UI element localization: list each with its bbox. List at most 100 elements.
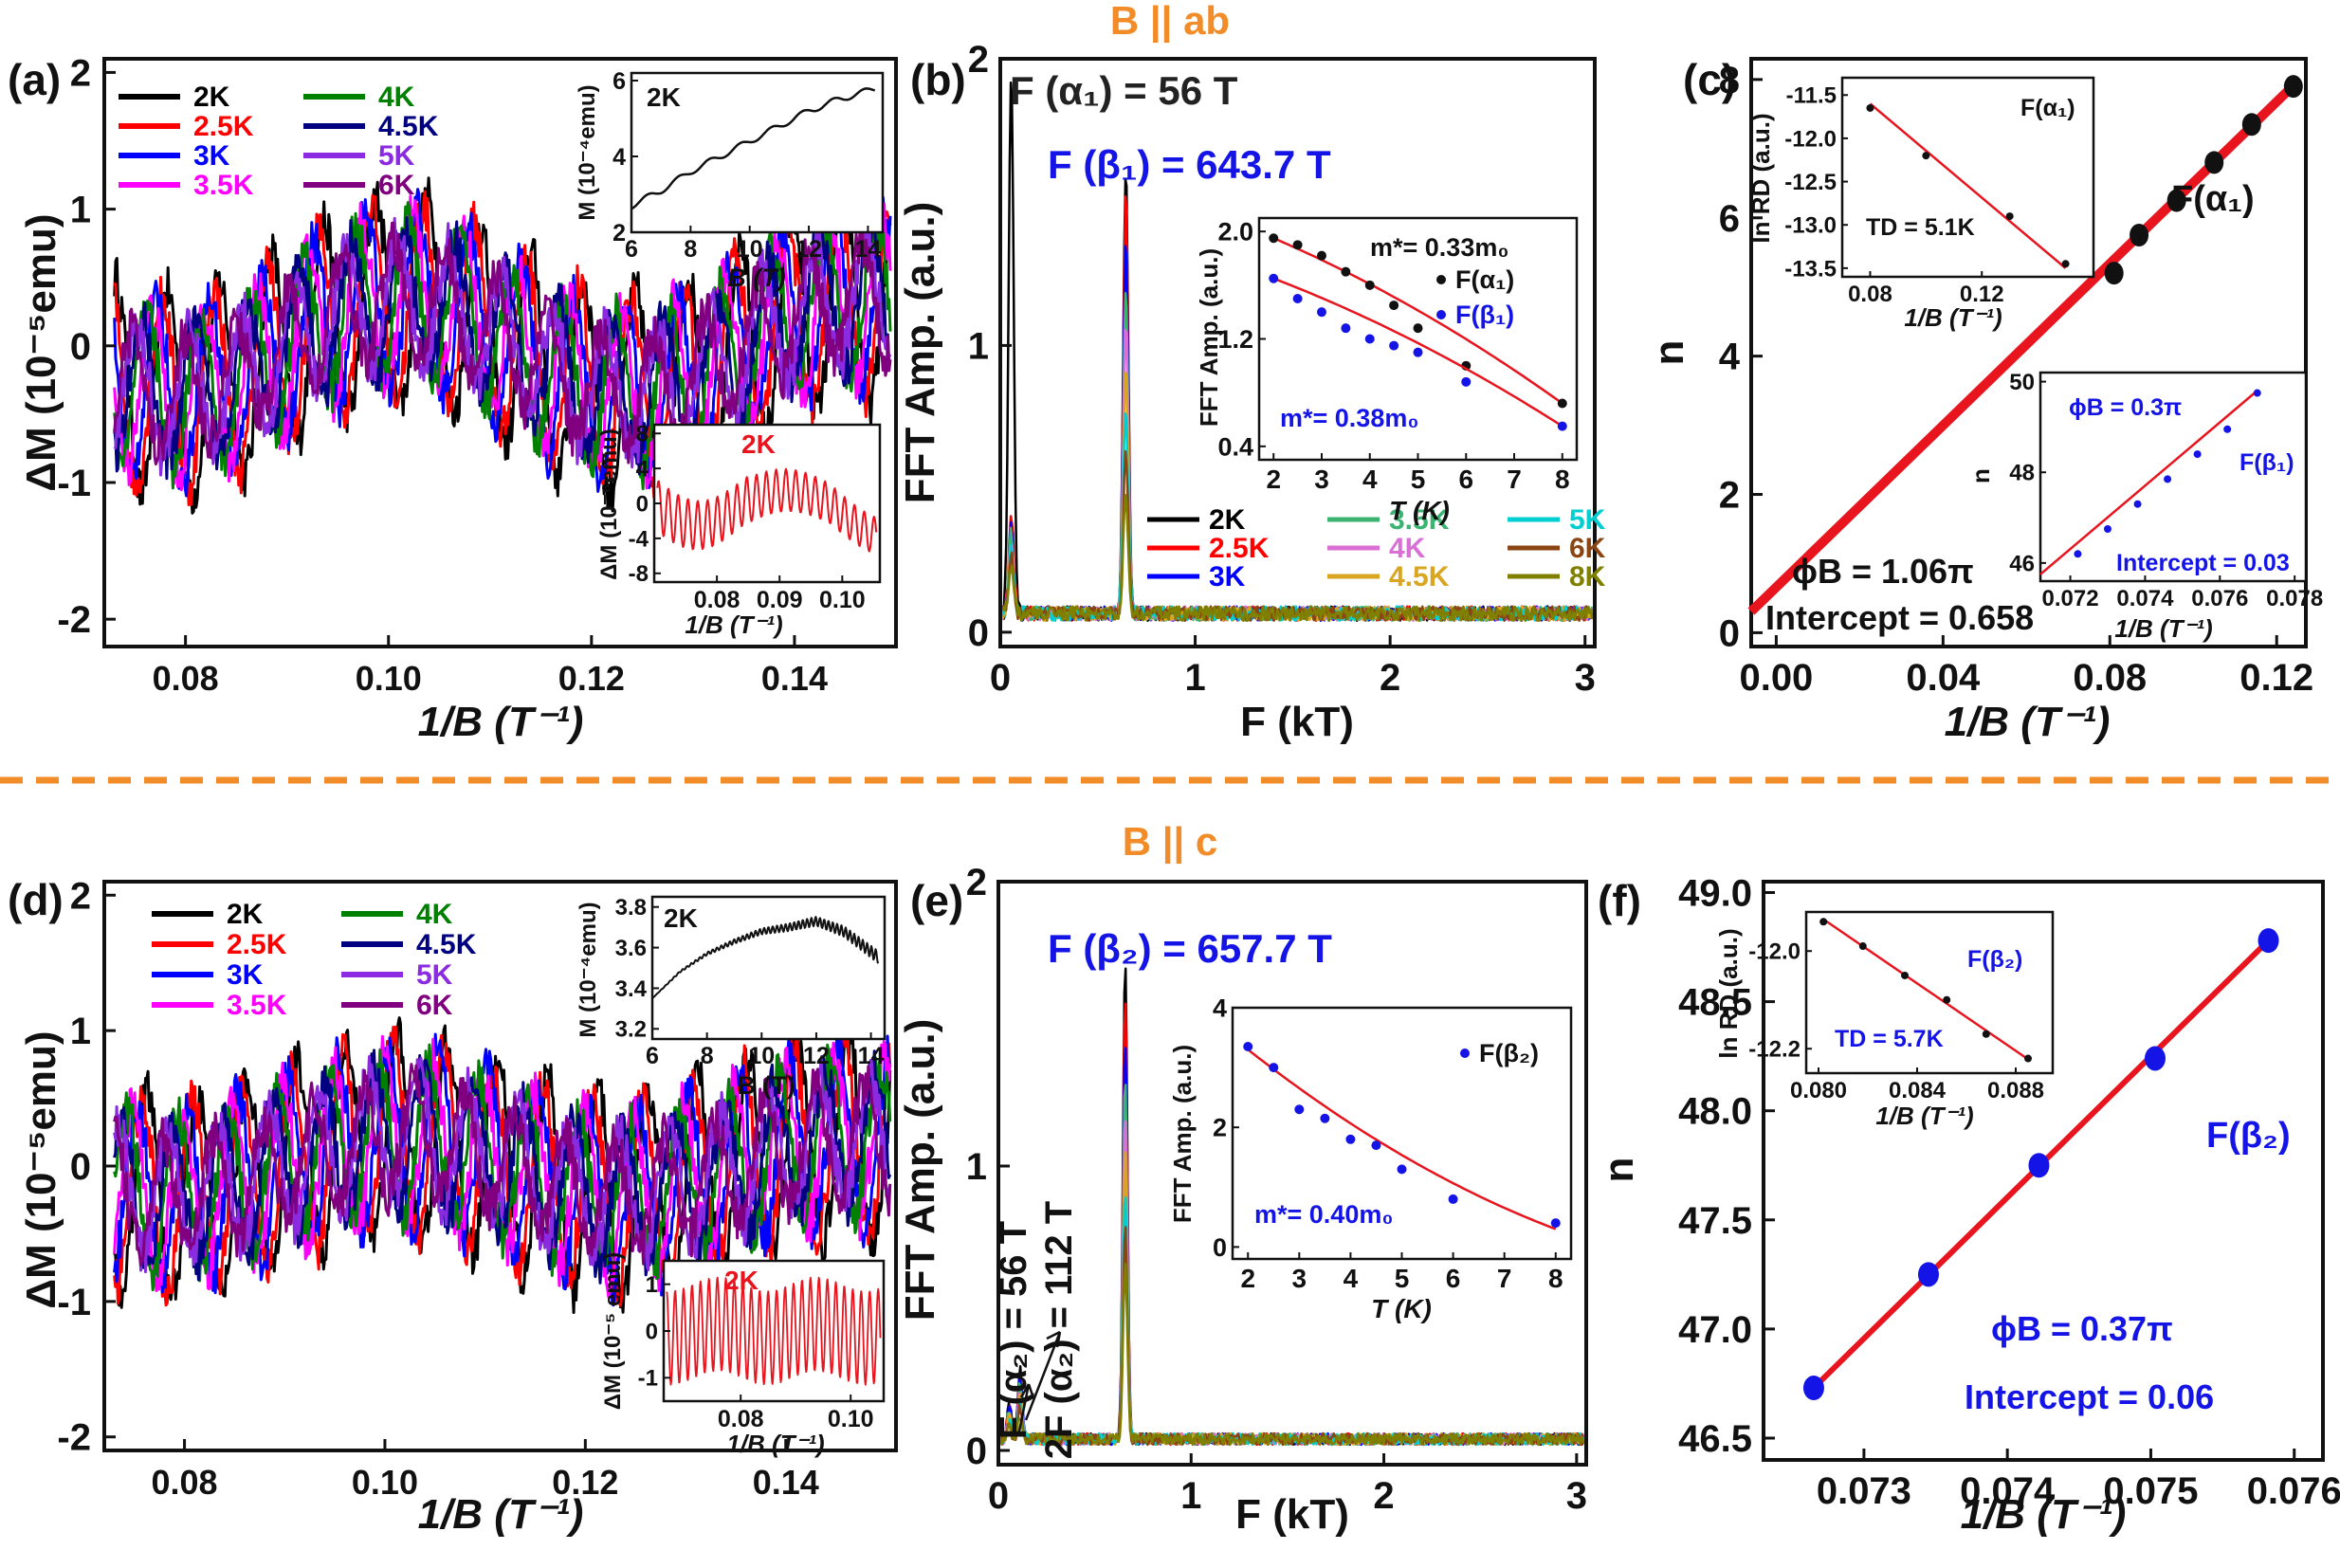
series-line-6K	[113, 221, 892, 465]
y-tick-label: 47.5	[1678, 1200, 1752, 1242]
arrow-alpha-icon	[1017, 1383, 1035, 1432]
legend-label: 4.5K	[378, 111, 439, 142]
legend-label: 3.5K	[227, 990, 287, 1021]
y-tick-label: 0	[1213, 1233, 1227, 1262]
legend-label: 2.5K	[1209, 533, 1270, 564]
x-tick-label: 0.072	[2042, 586, 2099, 611]
y-tick-label: 3.8	[615, 895, 647, 921]
y-tick-label: -1	[638, 1366, 658, 1392]
inset-y-label: M (10⁻⁴emu)	[576, 902, 601, 1037]
x-tick-label: 0.14	[761, 659, 828, 698]
x-tick-label: 3	[1566, 1475, 1587, 1517]
data-point	[2193, 450, 2202, 459]
y-tick-label: 4	[1213, 994, 1227, 1022]
legend-label: 4.5K	[416, 929, 477, 960]
x-tick-label: 2	[1240, 1264, 1255, 1293]
legend-label: 2K	[193, 82, 230, 113]
y-tick-label: 8	[1719, 60, 1740, 101]
data-point	[2204, 151, 2224, 174]
y-tick-label: 49.0	[1678, 873, 1752, 915]
x-tick-label: 0.08	[152, 1463, 218, 1502]
annotation-alpha: F (α₂) = 56 T	[993, 1221, 1034, 1439]
panel-letter: (f)	[1598, 876, 1641, 925]
x-tick-label: 0	[988, 1475, 1009, 1517]
data-point	[2005, 212, 2014, 221]
inset-td: TD = 5.1K	[1866, 214, 1975, 241]
panel-letter: (d)	[8, 875, 64, 924]
x-tick-label: 0.12	[558, 659, 625, 698]
legend-label: 5K	[1569, 504, 1606, 536]
data-point	[1819, 918, 1828, 926]
y-tick-label: 2	[968, 39, 989, 81]
legend-dot	[1436, 310, 1446, 319]
y-tick-label: 4	[1719, 337, 1741, 378]
y-tick-label: -1	[57, 1282, 91, 1323]
inset-mass-beta: m*= 0.38m₀	[1280, 404, 1419, 432]
phase-label: ϕB = 0.37π	[1991, 1309, 2173, 1348]
legend-label: 3K	[227, 959, 264, 991]
x-tick-label: 2	[1266, 465, 1281, 494]
data-point	[1364, 280, 1375, 290]
x-tick-label: 0.08	[718, 1406, 764, 1432]
data-point	[1316, 250, 1326, 261]
x-tick-label: 4	[1344, 1264, 1359, 1293]
data-point	[1413, 323, 1423, 334]
inset-d-bottom-curve	[666, 1276, 882, 1386]
y-axis-label: FFT Amp. (a.u.)	[897, 1019, 943, 1322]
y-tick-label: 1.2	[1217, 325, 1253, 354]
arrow-2alpha-icon	[1024, 1330, 1062, 1421]
intercept-label: Intercept = 0.658	[1765, 598, 2034, 637]
y-tick-label: 1	[968, 325, 989, 367]
x-tick-label: 7	[1507, 465, 1522, 494]
inset-a-bottom-curve	[656, 467, 878, 553]
data-point	[2223, 425, 2232, 433]
y-tick-label: 3.6	[615, 936, 647, 961]
intercept-label: Intercept = 0.06	[1965, 1377, 2214, 1416]
inset-legend-alpha: F(α₁)	[1455, 265, 1514, 294]
x-axis-label: F (kT)	[1235, 1491, 1349, 1538]
y-tick-label: 0	[70, 1146, 91, 1188]
y-tick-label: 4	[612, 144, 626, 171]
x-tick-label: 0	[990, 657, 1011, 699]
y-tick-label: -2	[57, 1417, 91, 1459]
annotation-beta: F (β₂) = 657.7 T	[1048, 926, 1332, 971]
y-tick-label: 46	[2009, 551, 2035, 576]
y-tick-label: -12.0	[1748, 939, 1801, 965]
data-point	[1982, 1030, 1990, 1038]
data-point	[2061, 260, 2070, 268]
inset-label: F(β₁)	[2239, 449, 2294, 476]
x-tick-label: 2	[1373, 1475, 1394, 1517]
inset-c-top-frame	[1840, 76, 2095, 279]
x-tick-label: 0.14	[753, 1463, 819, 1502]
y-tick-label: 1	[70, 1011, 91, 1052]
y-tick-label: 3.4	[615, 976, 648, 1002]
y-tick-label: 2	[70, 875, 91, 917]
x-tick-label: 6	[1446, 1264, 1461, 1293]
legend-label: 6K	[378, 170, 415, 201]
data-point	[1802, 1376, 1824, 1401]
legend-label: 3.5K	[1389, 504, 1450, 536]
inset-x-label: 1/B (T⁻¹)	[685, 611, 782, 639]
y-tick-label: 1	[70, 190, 91, 231]
data-point	[1371, 1140, 1381, 1151]
panel-d-series-group	[113, 1014, 892, 1314]
data-point	[1243, 1042, 1253, 1052]
panel-a-series-group	[113, 176, 892, 515]
y-tick-label: 2.0	[1217, 218, 1253, 246]
x-tick-label: 0.10	[352, 1463, 418, 1502]
inset-x-label: 1/B (T⁻¹)	[2114, 614, 2212, 643]
x-axis-label: F (kT)	[1240, 699, 1354, 745]
y-axis-label: n	[1596, 1158, 1642, 1183]
data-point	[1294, 1104, 1305, 1115]
panel-letter: (a)	[8, 55, 61, 104]
data-point	[2258, 928, 2279, 954]
panel-letter: (c)	[1683, 55, 1736, 104]
y-axis-label: ΔM (10⁻⁵emu)	[18, 1030, 64, 1308]
y-tick-label: 0	[968, 612, 989, 654]
inset-e-fit	[1247, 1048, 1557, 1231]
y-tick-label: 6	[612, 68, 626, 95]
y-tick-label: -8	[629, 561, 649, 587]
legend-label: 3.5K	[193, 170, 254, 201]
x-tick-label: 8	[1548, 1264, 1563, 1293]
y-tick-label: 3.2	[615, 1017, 647, 1043]
